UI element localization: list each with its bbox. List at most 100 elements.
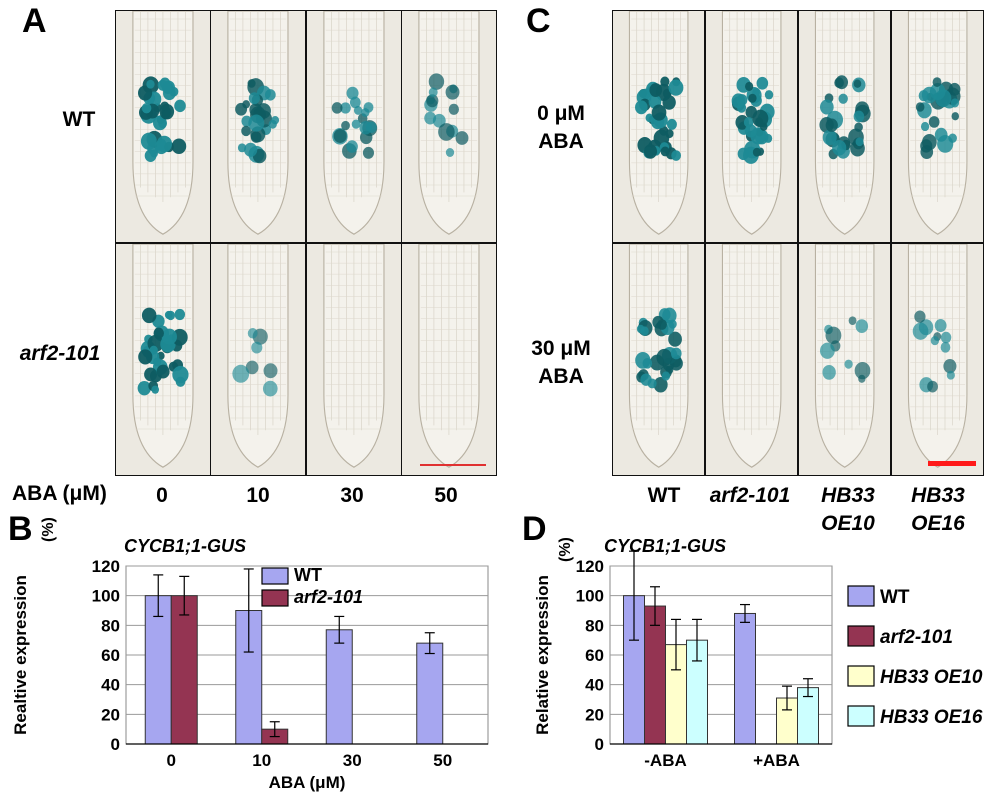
micrograph-cell	[613, 11, 705, 243]
panel-c-col-label-line: OE16	[911, 512, 965, 535]
y-tick-label: 60	[101, 646, 120, 665]
panel-c-row-label-30aba: 30 μM ABA	[518, 335, 604, 391]
panel-c-col-label-hb33oe16: HB33 OE16	[898, 482, 978, 538]
panel-c-col-label-line: arf2-101	[709, 484, 791, 507]
panel-a-micrograph-grid	[115, 10, 497, 476]
x-tick-label: 50	[433, 751, 452, 770]
x-tick-label: +ABA	[753, 751, 800, 770]
y-tick-label: 100	[92, 587, 120, 606]
micrograph-cell	[306, 11, 401, 243]
panel-c-col-label-hb33oe10: HB33 OE10	[808, 482, 888, 538]
bar	[235, 610, 263, 745]
root-tip-micrograph	[211, 11, 306, 243]
bar	[325, 629, 353, 745]
panel-c-row-label-0aba: 0 μM ABA	[518, 100, 604, 156]
root-tip-micrograph	[798, 243, 891, 475]
panel-a-row-label-wt: WT	[62, 108, 96, 131]
legend-swatch	[847, 585, 875, 607]
x-tick-label: -ABA	[644, 751, 687, 770]
panel-d-label: D	[522, 510, 547, 548]
panel-b-gene-label: CYCB1;1-GUS	[124, 536, 247, 556]
panel-c-micrograph-grid	[612, 10, 984, 476]
micrograph-cell	[891, 243, 983, 475]
y-tick-label: 120	[576, 557, 604, 576]
bar	[644, 605, 666, 745]
micrograph-cell	[402, 243, 496, 475]
y-axis-label: Realtive expression	[11, 575, 30, 735]
panel-c-col-label-line: WT	[647, 484, 681, 507]
panel-a-col-label: 10	[246, 484, 270, 507]
x-tick-label: 0	[167, 751, 176, 770]
panel-a-row-label-arf2: arf2-101	[19, 342, 101, 365]
x-tick-label: 30	[343, 751, 362, 770]
legend-label: arf2-101	[880, 627, 953, 648]
legend-swatch	[847, 665, 875, 687]
root-tip-micrograph	[613, 11, 705, 243]
micrograph-cell	[798, 243, 891, 475]
panel-a-col-label: 30	[340, 484, 364, 507]
panel-c-label: C	[526, 2, 551, 40]
root-tip-micrograph	[402, 243, 496, 475]
panel-c-row-label-line: 0 μM	[537, 102, 585, 125]
legend-label: WT	[880, 587, 910, 608]
root-tip-micrograph	[891, 243, 983, 475]
micrograph-cell	[613, 243, 705, 475]
panel-a-aba-axis-label: ABA (μM)	[12, 482, 107, 506]
legend-label: HB33 OE16	[880, 707, 983, 728]
panel-c-col-label-arf2: arf2-101	[698, 482, 802, 510]
panel-c-scale-bar	[928, 461, 976, 466]
panel-b-y-unit: (%)	[40, 517, 57, 542]
panel-c-row-label-line: ABA	[538, 365, 584, 388]
micrograph-cell	[116, 11, 210, 243]
y-tick-label: 100	[576, 587, 604, 606]
bar	[734, 612, 756, 745]
micrograph-cell	[116, 243, 210, 475]
y-tick-label: 0	[595, 735, 604, 754]
panel-b-chart: 0 20 40 60 80 100 120 Realtive expression 0 10 30 5…	[11, 557, 489, 792]
root-tip-micrograph	[116, 243, 210, 475]
panel-a-label: A	[22, 2, 47, 40]
y-tick-label: 20	[585, 705, 604, 724]
y-tick-label: 120	[92, 557, 120, 576]
root-tip-micrograph	[705, 243, 798, 475]
panel-c-row-label-line: 30 μM	[531, 337, 591, 360]
panel-a-aba-axis-text: ABA (μM)	[12, 482, 107, 505]
legend-label: arf2-101	[294, 587, 363, 607]
y-tick-label: 0	[111, 735, 120, 754]
panel-a-col-label: 50	[434, 484, 458, 507]
root-tip-micrograph	[306, 243, 401, 475]
panel-c-row-label-line: ABA	[538, 130, 584, 153]
y-tick-label: 40	[585, 676, 604, 695]
legend-label: WT	[294, 565, 322, 585]
micrograph-cell	[798, 11, 891, 243]
root-tip-micrograph	[798, 11, 891, 243]
root-tip-micrograph	[116, 11, 210, 243]
bar	[144, 595, 172, 745]
y-tick-label: 20	[101, 705, 120, 724]
panel-c-col-label-wt: WT	[624, 482, 704, 510]
panel-a-col-label: 0	[156, 484, 168, 507]
micrograph-cell	[705, 243, 798, 475]
root-tip-micrograph	[402, 11, 496, 243]
root-tip-micrograph	[306, 11, 401, 243]
micrograph-cell	[306, 243, 401, 475]
legend-swatch	[847, 705, 875, 727]
root-tip-micrograph	[705, 11, 798, 243]
micrograph-cell	[891, 11, 983, 243]
panel-b-label: B	[8, 510, 33, 548]
y-tick-label: 80	[585, 616, 604, 635]
bar	[416, 642, 444, 745]
root-tip-micrograph	[891, 11, 983, 243]
micrograph-cell	[705, 11, 798, 243]
y-tick-label: 60	[585, 646, 604, 665]
root-tip-micrograph	[613, 243, 705, 475]
micrograph-cell	[211, 11, 306, 243]
y-axis-label: Relative expression	[533, 575, 552, 735]
panel-a-scale-bar	[420, 464, 486, 466]
legend-label: HB33 OE10	[880, 667, 983, 688]
panel-c-col-label-line: HB33	[821, 484, 875, 507]
legend-swatch	[261, 589, 289, 607]
panel-c-col-label-line: HB33	[911, 484, 965, 507]
legend-swatch	[847, 625, 875, 647]
x-axis-label: ABA (μM)	[269, 773, 346, 792]
